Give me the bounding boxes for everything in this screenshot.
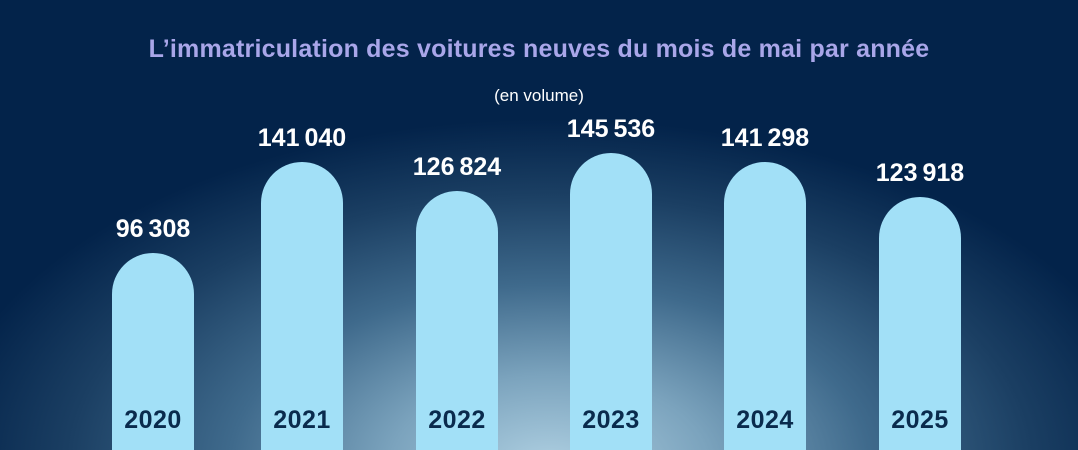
bar-value-label: 96 308 <box>115 215 191 243</box>
bar-value-label: 126 824 <box>412 153 502 181</box>
chart-subtitle: (en volume) <box>494 86 584 105</box>
bar-year-label: 2020 <box>124 406 182 434</box>
bar-group-2024: 141 298 2024 <box>720 0 810 450</box>
bar-group-2023: 145 536 2023 <box>566 0 656 450</box>
bar-value-label: 141 298 <box>720 124 810 152</box>
bar-year-label: 2023 <box>582 406 640 434</box>
bar-value-label: 145 536 <box>566 115 656 143</box>
bar-group-2020: 96 308 2020 <box>112 0 194 450</box>
chart-title: L’immatriculation des voitures neuves du… <box>148 35 930 63</box>
bar-year-label: 2021 <box>273 406 331 434</box>
bar-year-label: 2025 <box>891 406 949 434</box>
bar: 2021 <box>261 162 343 450</box>
bar-year-label: 2022 <box>428 406 486 434</box>
bar-group-2022: 126 824 2022 <box>412 0 502 450</box>
bar-group-2021: 141 040 2021 <box>257 0 347 450</box>
bar-value-label: 123 918 <box>875 159 965 187</box>
bar-year-label: 2024 <box>736 406 794 434</box>
bar: 2023 <box>570 153 652 450</box>
bar-group-2025: 123 918 2025 <box>875 0 965 450</box>
bar: 2025 <box>879 197 961 450</box>
bar-value-label: 141 040 <box>257 124 347 152</box>
bar: 2022 <box>416 191 498 450</box>
bar: 2024 <box>724 162 806 450</box>
bar: 2020 <box>112 253 194 450</box>
